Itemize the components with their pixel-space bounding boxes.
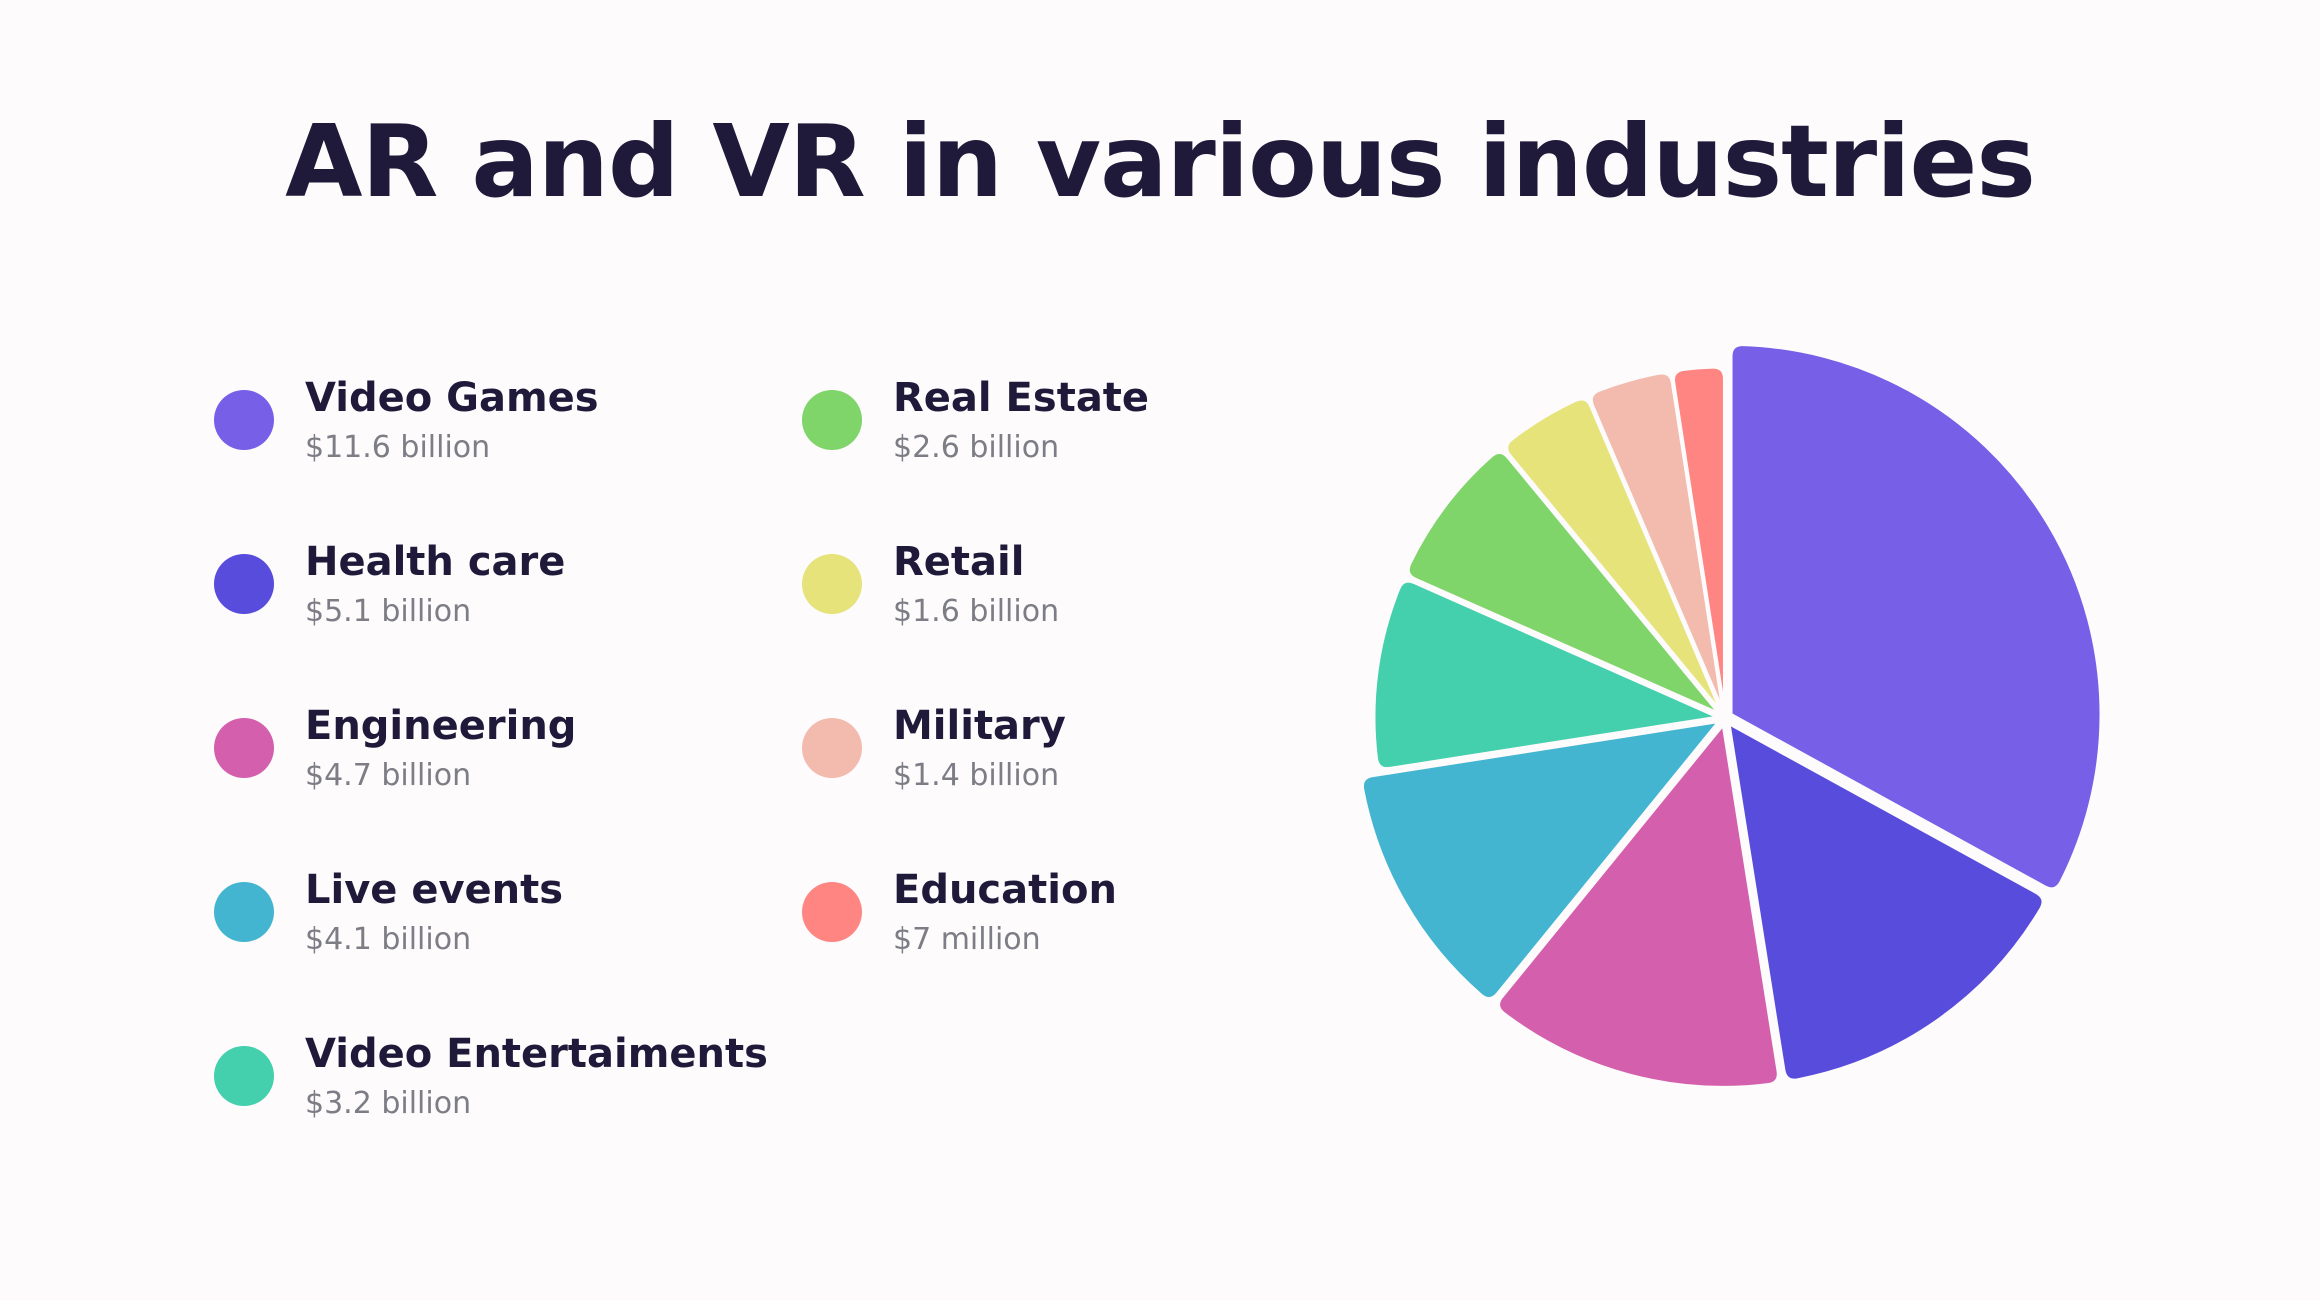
legend-dot — [802, 390, 862, 450]
legend-item-video-entertaiments: Video Entertaiments $3.2 billion — [210, 1026, 770, 1136]
legend-label: Retail — [893, 539, 1025, 585]
legend-value: $1.4 billion — [893, 758, 1060, 793]
legend-dot — [214, 718, 274, 778]
pie-slice-live-events — [1360, 719, 1721, 1001]
pie-slice-real-estate — [1406, 451, 1721, 716]
legend-dot — [802, 718, 862, 778]
pie-slice-military — [1589, 371, 1725, 713]
legend-label: Education — [893, 867, 1117, 913]
legend-value: $2.6 billion — [893, 430, 1060, 465]
legend-dot — [802, 554, 862, 614]
pie-slice-retail — [1505, 397, 1723, 714]
legend-label: Video Entertaiments — [305, 1031, 768, 1077]
legend-label: Live events — [305, 867, 564, 913]
legend-value: $4.7 billion — [305, 758, 472, 793]
legend-label: Military — [893, 703, 1066, 749]
legend-value: $5.1 billion — [305, 594, 472, 629]
legend-item-military: Military $1.4 billion — [798, 698, 1358, 808]
legend-dot — [214, 554, 274, 614]
legend-item-education: Education $7 million — [798, 862, 1358, 972]
legend-item-video-games: Video Games $11.6 billion — [210, 370, 770, 480]
legend-dot — [214, 882, 274, 942]
legend-dot — [214, 390, 274, 450]
legend-item-retail: Retail $1.6 billion — [798, 534, 1358, 644]
legend-label: Real Estate — [893, 375, 1150, 421]
legend-dot — [214, 1046, 274, 1106]
legend: Video Games $11.6 billion Health care $5… — [210, 370, 1210, 1150]
pie-slice-education — [1672, 365, 1726, 713]
page-title: AR and VR in various industries — [285, 103, 2036, 220]
legend-value: $4.1 billion — [305, 922, 472, 957]
legend-value: $7 million — [893, 922, 1041, 957]
legend-value: $1.6 billion — [893, 594, 1060, 629]
legend-label: Health care — [305, 539, 566, 585]
pie-slice-health-care — [1727, 722, 2045, 1082]
legend-dot — [802, 882, 862, 942]
pie-slice-video-games — [1729, 343, 2103, 891]
legend-item-real-estate: Real Estate $2.6 billion — [798, 370, 1358, 480]
pie-chart — [1360, 343, 2103, 1089]
legend-item-live-events: Live events $4.1 billion — [210, 862, 770, 972]
pie-slice-engineering — [1497, 723, 1780, 1089]
legend-value: $11.6 billion — [305, 430, 491, 465]
legend-item-engineering: Engineering $4.7 billion — [210, 698, 770, 808]
legend-label: Video Games — [305, 375, 599, 421]
legend-label: Engineering — [305, 703, 577, 749]
legend-item-health-care: Health care $5.1 billion — [210, 534, 770, 644]
legend-value: $3.2 billion — [305, 1086, 472, 1121]
pie-slice-video-entertaiments — [1372, 579, 1720, 771]
